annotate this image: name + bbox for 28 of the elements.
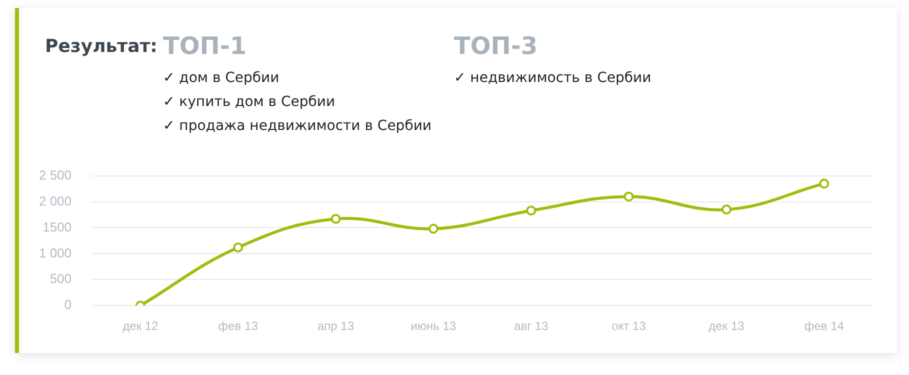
text: ✓ дом в Сербии xyxy=(163,69,280,88)
x-tick-label: авг 13 xyxy=(514,319,548,334)
y-tick-label: 2 000 xyxy=(38,193,72,208)
text: ✓ продажа недвижимости в Сербии xyxy=(163,117,432,136)
point xyxy=(428,224,438,234)
y-tick-label: 2 500 xyxy=(38,167,72,182)
y-tick-label: 1 000 xyxy=(38,245,72,260)
x-tick-label: июнь 13 xyxy=(410,319,456,334)
x-tick-label: дек 12 xyxy=(122,319,158,334)
text: ✓ купить дом в Сербии xyxy=(163,93,336,112)
point xyxy=(330,214,341,224)
x-tick-label: дек 13 xyxy=(708,319,745,334)
x-tick-label: апр 13 xyxy=(317,319,354,334)
y-tick-label: 0 xyxy=(64,297,72,312)
text: ТОП-1 xyxy=(163,32,248,60)
x-tick-label: фев 14 xyxy=(804,319,844,334)
text: ТОП-3 xyxy=(454,32,539,60)
point xyxy=(624,192,634,202)
text: ✓ недвижимость в Сербии xyxy=(454,69,652,88)
y-tick-label: 1500 xyxy=(42,219,72,234)
x-tick-label: окт 13 xyxy=(612,319,646,334)
y-tick-label: 500 xyxy=(50,271,72,286)
chart-title: Результат: xyxy=(45,36,158,57)
point xyxy=(526,206,536,216)
point xyxy=(233,242,244,252)
point xyxy=(721,204,732,215)
x-tick-label: фев 13 xyxy=(218,319,258,334)
point xyxy=(819,178,830,189)
